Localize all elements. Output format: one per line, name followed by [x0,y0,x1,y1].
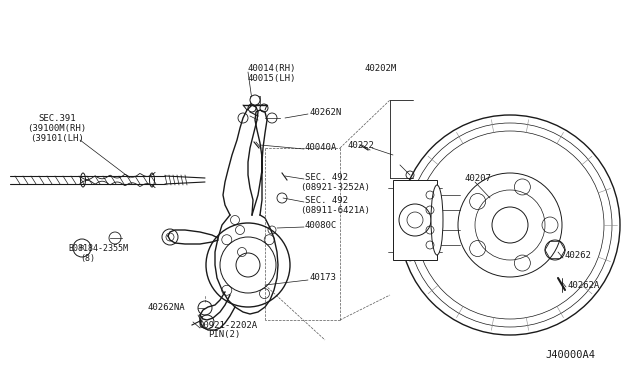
Text: R: R [79,245,84,251]
Text: 40014(RH): 40014(RH) [248,64,296,73]
Text: 40173: 40173 [310,273,337,282]
Text: J40000A4: J40000A4 [545,350,595,360]
Text: 40207: 40207 [465,173,492,183]
Text: 40040A: 40040A [305,142,337,151]
Text: SEC. 492: SEC. 492 [305,196,348,205]
Text: 40222: 40222 [348,141,375,150]
Text: (39100M(RH): (39100M(RH) [28,124,86,132]
Text: 40262NA: 40262NA [148,304,186,312]
Text: B08184-2355M: B08184-2355M [68,244,128,253]
Text: SEC. 492: SEC. 492 [305,173,348,182]
Text: (08911-6421A): (08911-6421A) [300,205,370,215]
Text: 40015(LH): 40015(LH) [248,74,296,83]
Text: (08921-3252A): (08921-3252A) [300,183,370,192]
Text: 40080C: 40080C [305,221,337,230]
Text: 40202M: 40202M [365,64,397,73]
Text: SEC.391: SEC.391 [38,113,76,122]
Text: (39101(LH): (39101(LH) [30,134,84,142]
Text: PIN(2): PIN(2) [208,330,240,340]
Bar [250,96,260,104]
Text: 40262: 40262 [565,250,592,260]
Ellipse shape [431,185,443,255]
Text: 40262N: 40262N [310,108,342,116]
Bar [393,180,437,260]
Text: 40262A: 40262A [568,280,600,289]
Text: 00921-2202A: 00921-2202A [198,321,257,330]
Text: (8): (8) [80,253,95,263]
Circle shape [250,95,260,105]
